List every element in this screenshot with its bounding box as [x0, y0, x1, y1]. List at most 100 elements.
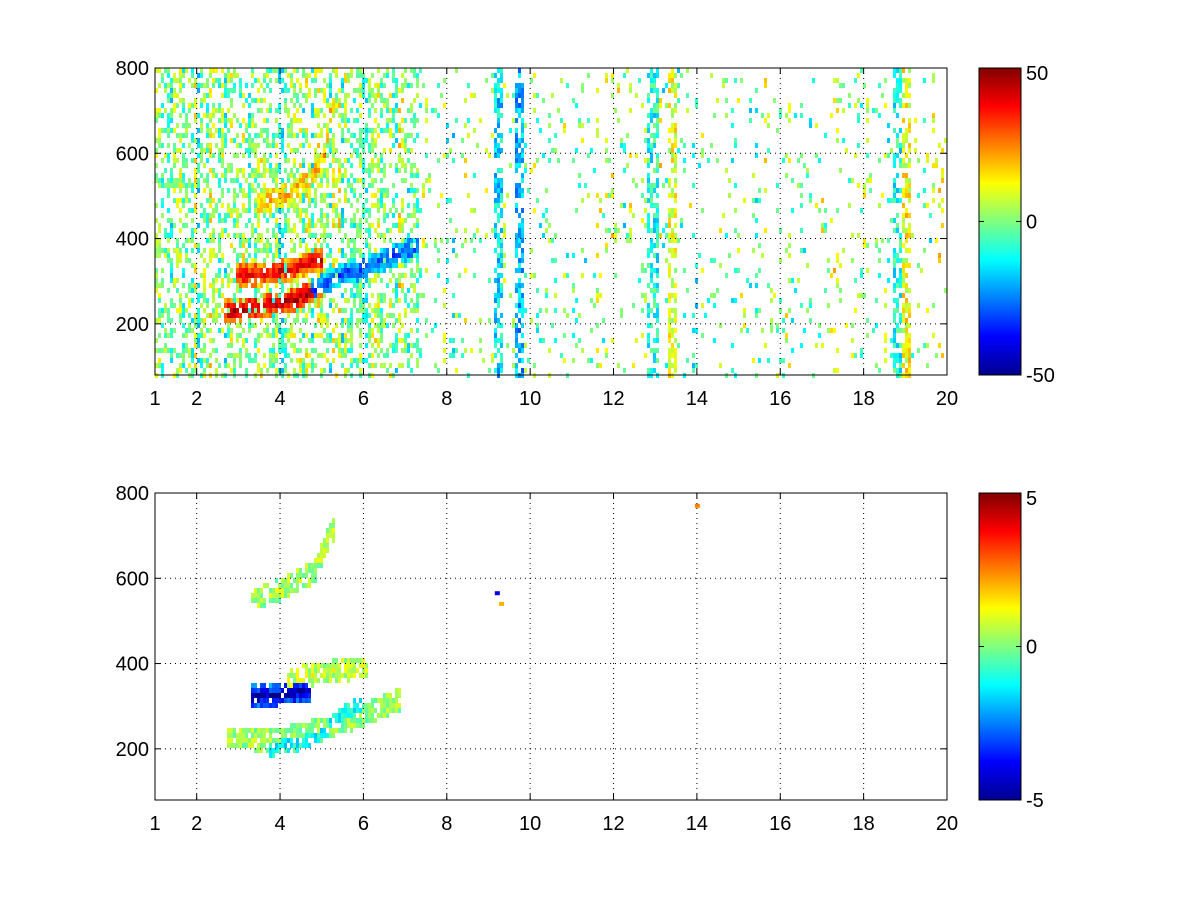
heatmap-cell	[182, 73, 185, 78]
heatmap-cell	[326, 348, 329, 353]
heatmap-cell	[455, 368, 458, 373]
heatmap-cell	[263, 168, 266, 173]
heatmap-cell	[209, 68, 212, 73]
heatmap-cell	[905, 228, 908, 233]
heatmap-cell	[650, 158, 653, 163]
heatmap-cell	[182, 363, 185, 368]
heatmap-cell	[893, 73, 896, 78]
heatmap-cell	[389, 303, 392, 308]
heatmap-cell	[335, 68, 338, 73]
heatmap-cell	[290, 583, 293, 588]
heatmap-cell	[500, 93, 503, 98]
heatmap-cell	[434, 243, 437, 248]
heatmap-cell	[347, 718, 350, 723]
heatmap-cell	[497, 213, 500, 218]
heatmap-cell	[290, 268, 293, 273]
heatmap-cell	[494, 233, 497, 238]
heatmap-cell	[215, 253, 218, 258]
heatmap-cell	[179, 133, 182, 138]
heatmap-cell	[923, 343, 926, 348]
heatmap-cell	[188, 208, 191, 213]
heatmap-cell	[353, 268, 356, 273]
heatmap-cell	[392, 198, 395, 203]
heatmap-cell	[305, 293, 308, 298]
heatmap-cell	[170, 353, 173, 358]
heatmap-cell	[383, 698, 386, 703]
heatmap-cell	[221, 108, 224, 113]
heatmap-cell	[365, 123, 368, 128]
heatmap-cell	[311, 168, 314, 173]
heatmap-cell	[497, 118, 500, 123]
heatmap-cell	[500, 253, 503, 258]
heatmap-cell	[365, 358, 368, 363]
heatmap-cell	[467, 133, 470, 138]
heatmap-cell	[374, 178, 377, 183]
heatmap-cell	[395, 318, 398, 323]
heatmap-cell	[332, 208, 335, 213]
heatmap-cell	[836, 253, 839, 258]
heatmap-cell	[161, 268, 164, 273]
heatmap-cell	[629, 153, 632, 158]
heatmap-cell	[254, 98, 257, 103]
heatmap-cell	[404, 138, 407, 143]
heatmap-cell	[656, 153, 659, 158]
heatmap-cell	[170, 178, 173, 183]
heatmap-cell	[251, 123, 254, 128]
heatmap-cell	[473, 208, 476, 213]
heatmap-cell	[311, 348, 314, 353]
heatmap-cell	[350, 673, 353, 678]
heatmap-cell	[905, 138, 908, 143]
heatmap-cell	[410, 183, 413, 188]
heatmap-cell	[323, 98, 326, 103]
heatmap-cell	[893, 313, 896, 318]
heatmap-cell	[350, 348, 353, 353]
heatmap-cell	[905, 248, 908, 253]
heatmap-cell	[668, 218, 671, 223]
heatmap-cell	[623, 368, 626, 373]
heatmap-cell	[317, 173, 320, 178]
heatmap-cell	[269, 78, 272, 83]
heatmap-cell	[236, 308, 239, 313]
heatmap-cell	[263, 703, 266, 708]
heatmap-cell	[302, 738, 305, 743]
heatmap-cell	[269, 598, 272, 603]
heatmap-cell	[596, 298, 599, 303]
heatmap-cell	[275, 68, 278, 73]
heatmap-cell	[356, 363, 359, 368]
heatmap-cell	[668, 348, 671, 353]
heatmap-cell	[899, 238, 902, 243]
heatmap-cell	[218, 83, 221, 88]
heatmap-cell	[896, 173, 899, 178]
heatmap-cell	[269, 363, 272, 368]
heatmap-cell	[194, 268, 197, 273]
heatmap-cell	[767, 148, 770, 153]
heatmap-cell	[287, 173, 290, 178]
heatmap-cell	[494, 183, 497, 188]
heatmap-cell	[245, 223, 248, 228]
heatmap-cell	[383, 353, 386, 358]
heatmap-cell	[494, 268, 497, 273]
heatmap-cell	[218, 108, 221, 113]
heatmap-cell	[302, 158, 305, 163]
heatmap-cell	[344, 723, 347, 728]
heatmap-cell	[908, 118, 911, 123]
heatmap-cell	[722, 78, 725, 83]
heatmap-cell	[275, 728, 278, 733]
heatmap-cell	[845, 148, 848, 153]
heatmap-cell	[365, 308, 368, 313]
heatmap-cell	[917, 158, 920, 163]
heatmap-cell	[332, 668, 335, 673]
heatmap-cell	[896, 153, 899, 158]
heatmap-cell	[521, 283, 524, 288]
heatmap-cell	[671, 353, 674, 358]
heatmap-cell	[272, 298, 275, 303]
heatmap-cell	[230, 168, 233, 173]
heatmap-cell	[275, 353, 278, 358]
heatmap-cell	[383, 203, 386, 208]
heatmap-cell	[694, 503, 700, 508]
heatmap-cell	[740, 293, 743, 298]
heatmap-cell	[344, 78, 347, 83]
heatmap-cell	[254, 313, 257, 318]
heatmap-cell	[392, 253, 395, 258]
heatmap-cell	[257, 268, 260, 273]
